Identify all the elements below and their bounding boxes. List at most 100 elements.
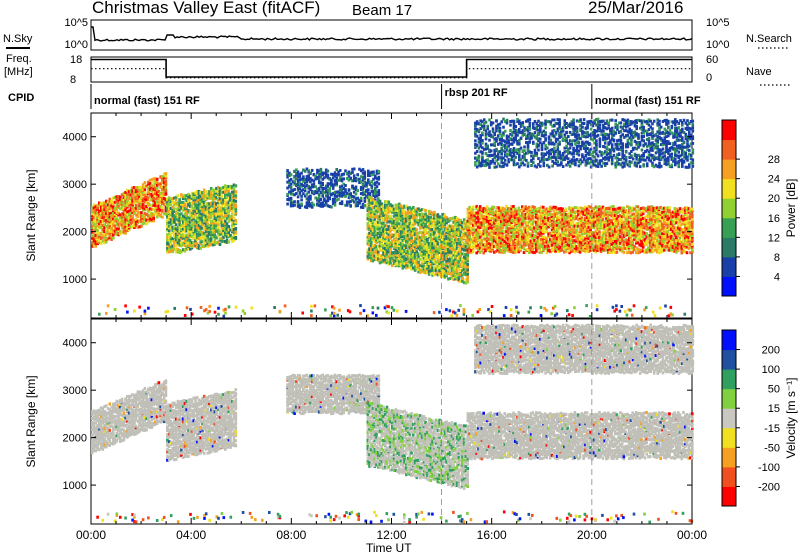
heatmap-cell [96, 224, 99, 228]
heatmap-cell [201, 199, 204, 203]
heatmap-cell [115, 203, 119, 207]
heatmap-cell [195, 245, 199, 249]
heatmap-cell [131, 214, 134, 218]
heatmap-cell [129, 204, 133, 208]
heatmap-cell [424, 209, 427, 212]
heatmap-cell [119, 198, 122, 201]
heatmap-cell [204, 233, 208, 237]
heatmap-cell [178, 249, 181, 252]
heatmap-cell [126, 203, 129, 207]
heatmap-cell [147, 202, 150, 206]
heatmap-cell [136, 205, 140, 209]
heatmap-cell [99, 215, 103, 219]
heatmap-cell [96, 213, 99, 217]
heatmap-cell [197, 201, 201, 204]
heatmap-cell [143, 184, 147, 188]
heatmap-cell [174, 203, 178, 207]
heatmap-cell [166, 227, 169, 230]
heatmap-cell [202, 241, 206, 245]
heatmap-cell [127, 195, 131, 199]
heatmap-cell [133, 226, 136, 229]
heatmap-cell [194, 215, 197, 219]
heatmap-cell [138, 185, 141, 189]
heatmap-cell [204, 190, 208, 194]
heatmap-cell [167, 217, 171, 220]
heatmap-cell [129, 188, 133, 192]
heatmap-cell [174, 238, 178, 241]
heatmap-cell [208, 212, 211, 216]
heatmap-cell [209, 230, 213, 234]
heatmap-cell [192, 240, 195, 244]
heatmap-cell [140, 190, 143, 194]
heatmap-cell [136, 186, 140, 189]
heatmap-cell [113, 232, 117, 235]
nsky-tick-top: 10^5 [64, 17, 88, 29]
heatmap-cell [126, 196, 129, 199]
cpid-segment-label: normal (fast) 151 RF [595, 95, 701, 107]
heatmap-cell [112, 196, 115, 200]
heatmap-cell [169, 199, 173, 203]
heatmap-cell [106, 226, 110, 230]
heatmap-cell [141, 222, 145, 226]
heatmap-cell [180, 200, 183, 204]
heatmap-cell [91, 206, 94, 210]
heatmap-cell [190, 219, 194, 223]
heatmap-cell [227, 231, 231, 235]
heatmap-cell [154, 186, 157, 190]
heatmap-cell [190, 206, 194, 210]
heatmap-cell [161, 185, 164, 189]
heatmap-cell [180, 216, 183, 220]
heatmap-cell [176, 243, 180, 247]
heatmap-cell [188, 204, 192, 208]
heatmap-cell [167, 221, 171, 225]
heatmap-cell [178, 229, 181, 233]
heatmap-cell [105, 199, 108, 203]
heatmap-cell [159, 184, 162, 188]
heatmap-cell [101, 208, 105, 212]
heatmap-cell [138, 213, 141, 217]
heatmap-cell [94, 236, 98, 240]
heatmap-cell [124, 196, 127, 200]
heatmap-cell [108, 204, 112, 208]
heatmap-cell [103, 235, 106, 239]
heatmap-cell [197, 190, 201, 193]
heatmap-cell [103, 208, 106, 211]
heatmap-cell [110, 238, 113, 241]
heatmap-cell [164, 172, 168, 176]
heatmap-cell [108, 222, 112, 226]
heatmap-cell [190, 223, 194, 227]
heatmap-cell [195, 204, 199, 207]
heatmap-cell [129, 211, 133, 215]
heatmap-cell [192, 214, 195, 218]
heatmap-cell [155, 209, 159, 213]
heatmap-cell [183, 244, 187, 247]
heatmap-cell [378, 199, 382, 203]
heatmap-cell [113, 212, 117, 216]
heatmap-cell [542, 205, 545, 209]
heatmap-cell [134, 196, 138, 200]
heatmap-cell [126, 188, 129, 192]
heatmap-cell [195, 196, 199, 200]
heatmap-cell [180, 233, 183, 237]
heatmap-cell [129, 221, 133, 225]
heatmap-cell [136, 215, 140, 219]
heatmap-cell [197, 209, 201, 213]
heatmap-cell [159, 194, 162, 198]
heatmap-cell [167, 214, 171, 218]
heatmap-cell [110, 204, 113, 208]
heatmap-cell [188, 239, 192, 242]
heatmap-cell [178, 212, 181, 216]
heatmap-cell [148, 178, 152, 182]
heatmap-cell [120, 226, 124, 230]
heatmap-cell [136, 197, 140, 201]
heatmap-cell [183, 212, 187, 216]
heatmap-cell [178, 198, 181, 202]
heatmap-cell [187, 223, 190, 227]
heatmap-cell [190, 191, 194, 195]
heatmap-cell [110, 214, 113, 217]
heatmap-cell [162, 199, 166, 203]
heatmap-cell [140, 219, 143, 223]
heatmap-cell [101, 228, 105, 232]
heatmap-cell [180, 212, 183, 216]
heatmap-cell [171, 231, 174, 235]
